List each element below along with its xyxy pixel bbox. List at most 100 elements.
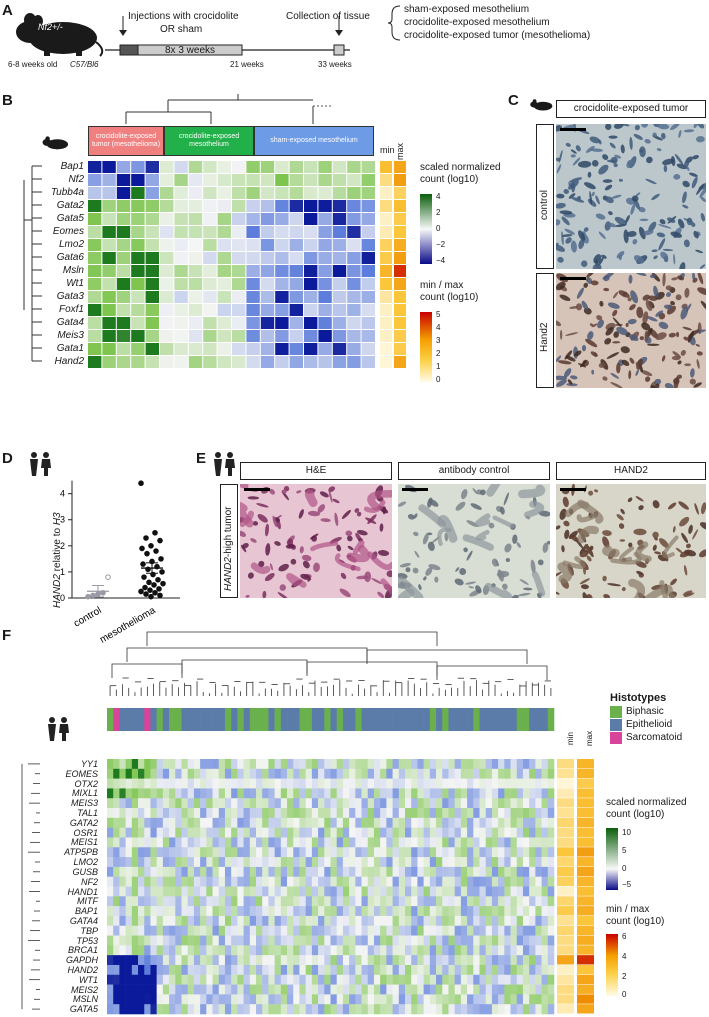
f-heat-cell — [293, 925, 300, 936]
f-heat-cell — [299, 808, 306, 819]
f-heat-cell — [212, 896, 220, 907]
f-heat-cell — [311, 906, 319, 917]
f-heat-cell — [392, 925, 400, 936]
f-heat-cell — [206, 788, 213, 799]
f-heat-cell — [386, 906, 393, 917]
nucleus — [301, 554, 312, 562]
b-heat-cell — [332, 278, 347, 290]
f-heat-cell — [218, 1004, 226, 1015]
f-heat-cell — [380, 866, 387, 877]
f-heat-cell — [442, 984, 449, 995]
f-heat-cell — [187, 837, 195, 848]
b-heat-cell — [260, 330, 275, 342]
f-heat-cell — [454, 798, 462, 809]
nucleus — [240, 530, 246, 537]
nucleus — [602, 530, 612, 536]
f-heat-cell — [268, 974, 275, 985]
b-heat-cell — [188, 317, 203, 329]
f-heat-cell — [460, 994, 468, 1005]
f-heat-cell — [218, 974, 226, 985]
b-heat-cell — [160, 252, 174, 264]
f-heat-cell — [162, 984, 170, 995]
f-heat-cell — [442, 994, 449, 1005]
f-heat-cell — [256, 876, 263, 887]
f-heat-cell — [311, 788, 319, 799]
nucleus — [556, 164, 562, 174]
f-gene-label-lmo2: LMO2 — [73, 857, 98, 868]
f-heat-cell — [200, 876, 207, 887]
f-heat-cell — [392, 808, 400, 819]
b-gene-label-bap1: Bap1 — [60, 161, 84, 172]
f-heat-cell — [299, 768, 306, 779]
f-heat-cell — [200, 866, 207, 877]
f-heat-cell — [150, 837, 157, 848]
mouse-icon-b — [42, 136, 69, 150]
f-heat-cell — [522, 984, 530, 995]
f-heat-cell — [193, 915, 201, 927]
f-heat-cell — [162, 994, 170, 1005]
b-heat-cell — [232, 278, 246, 290]
b-heat-cell — [116, 265, 131, 277]
nucleus — [250, 538, 257, 543]
f-heat-cell — [324, 866, 331, 877]
f-heat-cell — [305, 935, 313, 946]
f-heat-cell — [138, 808, 145, 819]
f-heat-cell — [200, 788, 207, 799]
f-heat-cell — [175, 994, 182, 1005]
f-heat-cell — [342, 886, 350, 897]
f-heat-cell — [200, 1004, 207, 1015]
f-heat-cell — [361, 817, 369, 828]
f-heat-cell — [218, 857, 226, 868]
f-heat-cell — [268, 817, 275, 828]
f-heat-cell — [336, 925, 344, 936]
f-heat-cell — [355, 857, 362, 868]
f-heat-cell — [467, 896, 474, 907]
f-heat-cell — [398, 876, 406, 887]
nucleus — [697, 124, 705, 129]
f-heat-cell — [454, 788, 462, 799]
b-heat-cell — [217, 304, 231, 316]
f-heat-cell — [256, 955, 263, 966]
nucleus — [300, 573, 311, 580]
nucleus — [589, 545, 594, 551]
f-heat-cell — [156, 964, 164, 976]
f-heat-cell — [169, 778, 176, 789]
f-heat-cell — [287, 827, 294, 838]
f-heat-cell — [547, 984, 555, 995]
f-heat-cell — [237, 857, 244, 868]
b-heat-cell — [304, 304, 318, 316]
f-heat-cell — [169, 857, 176, 868]
nucleus — [635, 496, 644, 502]
f-heat-cell — [138, 886, 145, 897]
f-heat-cell — [473, 837, 480, 848]
outcome-brace — [387, 5, 401, 41]
f-heat-cell — [187, 906, 195, 917]
tissue-strand — [462, 534, 495, 551]
f-heat-cell — [268, 906, 275, 917]
f-heat-cell — [206, 955, 213, 966]
f-heat-cell — [535, 955, 542, 966]
f-heat-cell — [510, 945, 518, 956]
f-heat-cell — [541, 817, 549, 828]
f-heat-cell — [535, 964, 542, 976]
f-heat-cell — [411, 925, 418, 936]
f-heat-cell — [504, 896, 511, 907]
f-heat-cell — [237, 876, 244, 887]
f-heat-cell — [138, 798, 145, 809]
f-heat-cell — [535, 768, 542, 779]
f-heat-cell — [522, 876, 530, 887]
f-heat-cell — [293, 788, 300, 799]
f-histotype-cell — [386, 708, 393, 731]
f-heat-cell — [156, 955, 164, 966]
f-heat-cell — [330, 808, 338, 819]
f-heat-cell — [206, 935, 213, 946]
f-heat-cell — [516, 925, 524, 936]
f-heat-cell — [454, 955, 462, 966]
b-heat-cell — [332, 187, 347, 199]
nucleus — [290, 558, 297, 565]
f-heat-cell — [218, 827, 226, 838]
b-heat-cell — [160, 239, 174, 251]
nucleus — [674, 153, 684, 165]
f-heat-cell — [231, 876, 238, 887]
f-heat-cell — [498, 837, 505, 848]
